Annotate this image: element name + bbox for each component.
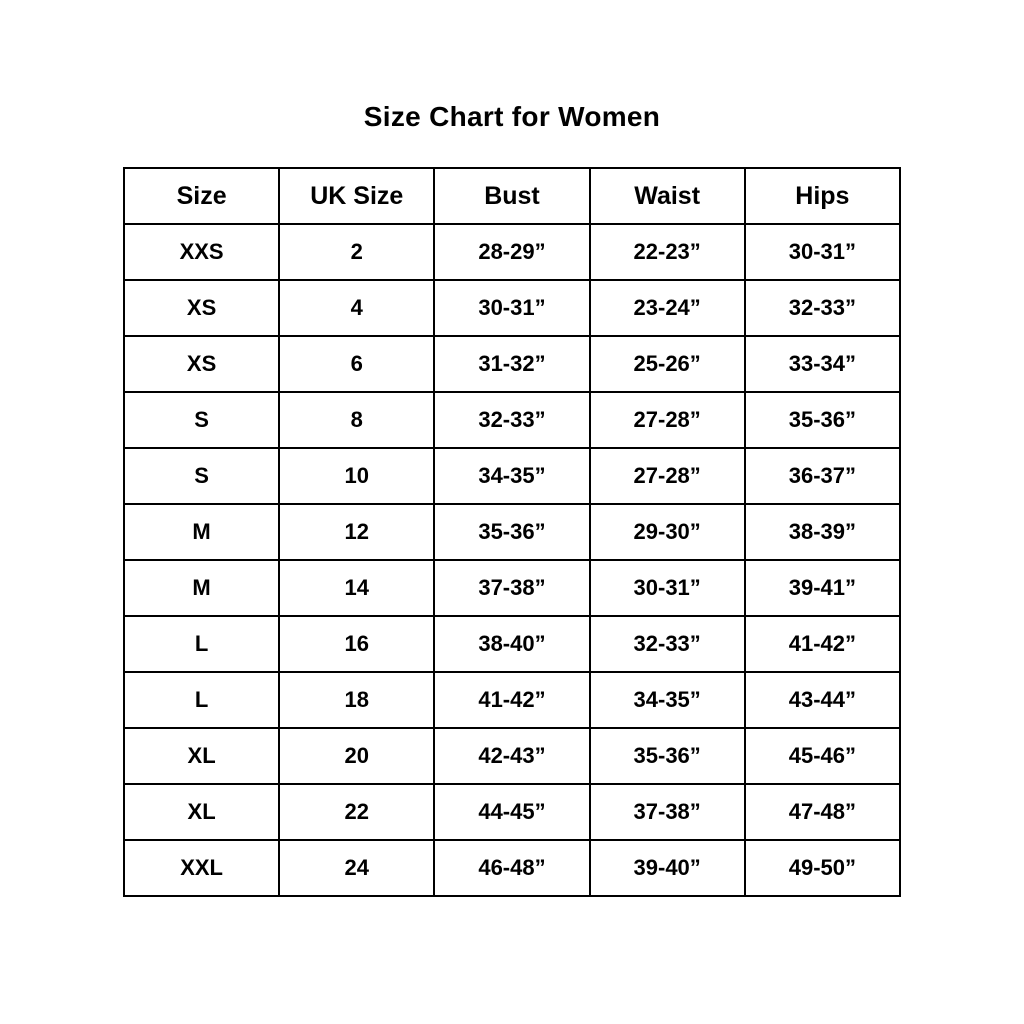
table-header: Size UK Size Bust Waist Hips	[122, 167, 902, 225]
table-cell: 41-42”	[743, 615, 902, 673]
table-cell: 43-44”	[743, 671, 902, 729]
table-cell: 35-36”	[743, 391, 902, 449]
table-cell: 28-29”	[433, 223, 591, 281]
table-cell: 39-40”	[588, 839, 746, 897]
table-cell: S	[122, 447, 281, 505]
table-cell: 30-31”	[743, 223, 902, 281]
table-cell: 45-46”	[743, 727, 902, 785]
table-row: M 14 37-38” 30-31” 39-41”	[122, 559, 902, 617]
table-cell: 23-24”	[588, 279, 746, 337]
table-cell: 44-45”	[433, 783, 591, 841]
table-cell: 20	[278, 727, 436, 785]
table-cell: 39-41”	[743, 559, 902, 617]
table-row: L 16 38-40” 32-33” 41-42”	[122, 615, 902, 673]
table-cell: 16	[278, 615, 436, 673]
table-row: M 12 35-36” 29-30” 38-39”	[122, 503, 902, 561]
column-header-uk-size: UK Size	[278, 167, 436, 225]
table-cell: 12	[278, 503, 436, 561]
table-cell: L	[122, 671, 281, 729]
table-cell: 32-33”	[433, 391, 591, 449]
table-body: XXS 2 28-29” 22-23” 30-31” XS 4 30-31” 23-24” 32-…	[122, 223, 902, 897]
page-title: Size Chart for Women	[363, 101, 661, 132]
table-cell: 42-43”	[433, 727, 591, 785]
table-row: L 18 41-42” 34-35” 43-44”	[122, 671, 902, 729]
table-cell: 32-33”	[743, 279, 902, 337]
table-cell: S	[122, 391, 281, 449]
column-header-waist: Waist	[588, 167, 746, 225]
table-cell: 22-23”	[588, 223, 746, 281]
table-cell: 35-36”	[588, 727, 746, 785]
table-row: S 8 32-33” 27-28” 35-36”	[122, 391, 902, 449]
table-cell: XS	[122, 279, 281, 337]
table-cell: 27-28”	[588, 391, 746, 449]
table-cell: 46-48”	[433, 839, 591, 897]
table-cell: 35-36”	[433, 503, 591, 561]
table-cell: 10	[278, 447, 436, 505]
table-cell: 37-38”	[433, 559, 591, 617]
table-cell: L	[122, 615, 281, 673]
table-row: XS 6 31-32” 25-26” 33-34”	[122, 335, 902, 393]
table-row: S 10 34-35” 27-28” 36-37”	[122, 447, 902, 505]
table-cell: 4	[278, 279, 436, 337]
table-cell: 14	[278, 559, 436, 617]
table-cell: 41-42”	[433, 671, 591, 729]
table-cell: 25-26”	[588, 335, 746, 393]
table-cell: XXS	[122, 223, 281, 281]
table-cell: 29-30”	[588, 503, 746, 561]
table-cell: 36-37”	[743, 447, 902, 505]
table-cell: 30-31”	[588, 559, 746, 617]
table-row: XXS 2 28-29” 22-23” 30-31”	[122, 223, 902, 281]
table-row: XL 20 42-43” 35-36” 45-46”	[122, 727, 902, 785]
table-cell: 30-31”	[433, 279, 591, 337]
table-cell: 27-28”	[588, 447, 746, 505]
table-cell: 31-32”	[433, 335, 591, 393]
table-cell: 22	[278, 783, 436, 841]
table-cell: M	[122, 559, 281, 617]
table-cell: XS	[122, 335, 281, 393]
table-cell: 37-38”	[588, 783, 746, 841]
table-cell: XL	[122, 783, 281, 841]
table-cell: 47-48”	[743, 783, 902, 841]
table-row: XS 4 30-31” 23-24” 32-33”	[122, 279, 902, 337]
table-cell: 2	[278, 223, 436, 281]
table-cell: 18	[278, 671, 436, 729]
table-cell: 32-33”	[588, 615, 746, 673]
table-cell: 34-35”	[433, 447, 591, 505]
table-cell: 49-50”	[743, 839, 902, 897]
column-header-size: Size	[122, 167, 281, 225]
table-row: XL 22 44-45” 37-38” 47-48”	[122, 783, 902, 841]
table-cell: 38-39”	[743, 503, 902, 561]
table-cell: 24	[278, 839, 436, 897]
column-header-bust: Bust	[433, 167, 591, 225]
table-cell: 38-40”	[433, 615, 591, 673]
table-cell: XL	[122, 727, 281, 785]
table-cell: 33-34”	[743, 335, 902, 393]
table-cell: XXL	[122, 839, 281, 897]
column-header-hips: Hips	[743, 167, 902, 225]
size-chart-table: Size UK Size Bust Waist Hips XXS 2 28-29” 2…	[122, 167, 902, 897]
table-cell: 8	[278, 391, 436, 449]
table-cell: 6	[278, 335, 436, 393]
table-cell: 34-35”	[588, 671, 746, 729]
table-row: XXL 24 46-48” 39-40” 49-50”	[122, 839, 902, 897]
header-row: Size UK Size Bust Waist Hips	[122, 167, 902, 225]
table-cell: M	[122, 503, 281, 561]
